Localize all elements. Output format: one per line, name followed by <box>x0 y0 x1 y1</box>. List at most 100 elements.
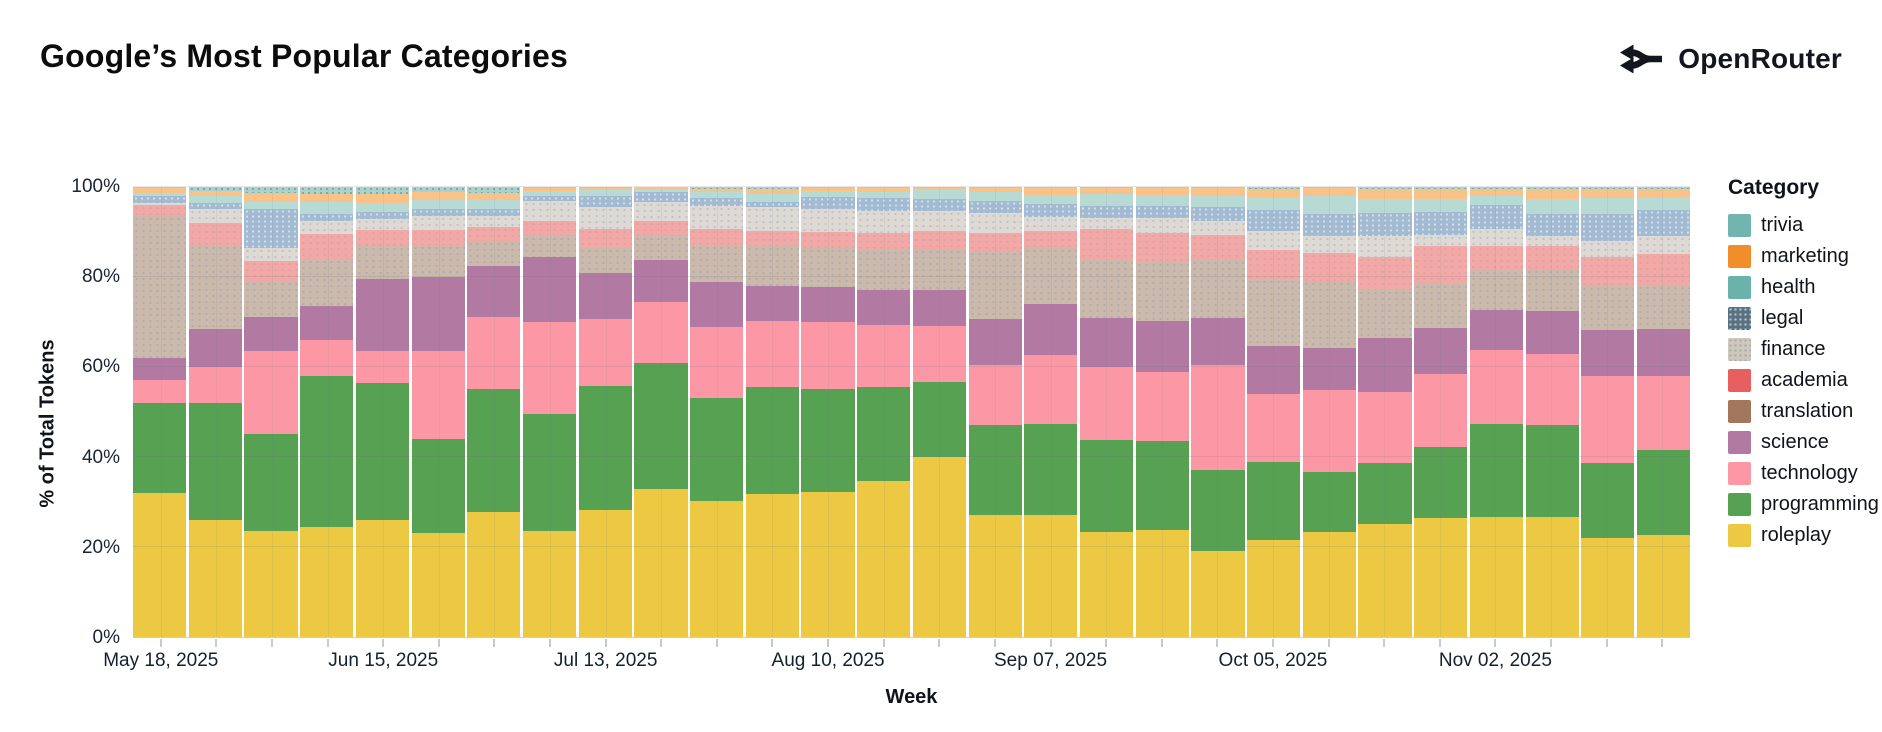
bar-segment-translation[interactable] <box>1414 283 1468 328</box>
bar-segment-legal[interactable] <box>1358 213 1412 237</box>
bar-segment-translation[interactable] <box>634 236 688 260</box>
bar-segment-translation[interactable] <box>1525 269 1579 311</box>
bar-segment-marketing[interactable] <box>522 188 577 192</box>
bar-segment-trivia[interactable] <box>801 187 855 189</box>
bar-week-jul-06-2025[interactable] <box>522 187 577 637</box>
bar-segment-trivia[interactable] <box>1636 187 1691 190</box>
bar-segment-science[interactable] <box>467 265 521 318</box>
bar-segment-legal[interactable] <box>244 209 298 248</box>
bar-segment-technology[interactable] <box>857 324 911 388</box>
bar-segment-programming[interactable] <box>1581 463 1635 538</box>
bar-week-oct-26-2025[interactable] <box>1414 187 1468 637</box>
bar-segment-academia[interactable] <box>188 222 242 246</box>
bar-segment-marketing[interactable] <box>133 188 187 193</box>
bar-segment-legal[interactable] <box>1469 204 1524 230</box>
bar-segment-science[interactable] <box>300 306 354 340</box>
bar-week-sep-21-2025[interactable] <box>1135 187 1189 637</box>
bar-segment-legal[interactable] <box>745 202 799 208</box>
bar-segment-academia[interactable] <box>1414 246 1468 284</box>
bar-segment-roleplay[interactable] <box>188 519 242 637</box>
bar-segment-science[interactable] <box>1636 328 1691 376</box>
bar-segment-health[interactable] <box>634 188 688 192</box>
bar-segment-legal[interactable] <box>467 209 521 217</box>
bar-segment-trivia[interactable] <box>745 187 799 190</box>
bar-segment-technology[interactable] <box>690 326 744 399</box>
bar-segment-trivia[interactable] <box>133 187 187 189</box>
bar-segment-marketing[interactable] <box>467 192 521 201</box>
bar-segment-academia[interactable] <box>522 221 577 237</box>
bar-segment-roleplay[interactable] <box>1247 540 1301 637</box>
bar-segment-legal[interactable] <box>522 195 577 201</box>
bar-segment-programming[interactable] <box>1525 425 1579 518</box>
bar-segment-legal[interactable] <box>1191 207 1245 221</box>
bar-segment-technology[interactable] <box>467 317 521 390</box>
bar-segment-academia[interactable] <box>1024 231 1078 249</box>
bar-segment-programming[interactable] <box>244 434 298 532</box>
bar-segment-academia[interactable] <box>411 229 465 246</box>
bar-segment-technology[interactable] <box>1191 364 1245 471</box>
bar-segment-translation[interactable] <box>857 249 911 291</box>
bar-segment-legal[interactable] <box>411 209 465 217</box>
bar-segment-programming[interactable] <box>578 386 632 510</box>
bar-segment-roleplay[interactable] <box>857 480 911 637</box>
bar-segment-programming[interactable] <box>857 387 911 481</box>
bar-segment-programming[interactable] <box>1079 439 1134 532</box>
bar-segment-academia[interactable] <box>690 229 744 246</box>
bar-segment-finance[interactable] <box>1414 234 1468 247</box>
bar-segment-roleplay[interactable] <box>355 520 410 637</box>
bar-segment-health[interactable] <box>1191 195 1245 208</box>
bar-segment-health[interactable] <box>1302 195 1356 214</box>
bar-segment-technology[interactable] <box>411 351 465 439</box>
bar-segment-health[interactable] <box>1358 198 1412 214</box>
bar-segment-legal[interactable] <box>634 191 688 203</box>
bar-segment-finance[interactable] <box>1525 235 1579 247</box>
bar-segment-legal[interactable] <box>1636 209 1691 236</box>
bar-segment-legal[interactable] <box>968 201 1022 213</box>
bar-segment-marketing[interactable] <box>745 189 799 195</box>
bar-segment-trivia[interactable] <box>1247 187 1301 189</box>
bar-segment-technology[interactable] <box>1079 366 1134 440</box>
bar-segment-programming[interactable] <box>300 375 354 527</box>
bar-segment-marketing[interactable] <box>1302 188 1356 196</box>
bar-segment-finance[interactable] <box>522 200 577 222</box>
bar-segment-health[interactable] <box>912 190 967 199</box>
bar-segment-roleplay[interactable] <box>1525 517 1579 637</box>
bar-segment-programming[interactable] <box>355 382 410 520</box>
bar-segment-technology[interactable] <box>1358 391 1412 464</box>
bar-segment-health[interactable] <box>745 194 799 203</box>
bar-segment-programming[interactable] <box>968 424 1022 515</box>
bar-segment-health[interactable] <box>1636 197 1691 210</box>
bar-segment-academia[interactable] <box>355 229 410 246</box>
bar-segment-roleplay[interactable] <box>578 509 632 637</box>
bar-segment-marketing[interactable] <box>411 192 465 201</box>
bar-segment-roleplay[interactable] <box>522 531 577 637</box>
bar-segment-marketing[interactable] <box>912 187 967 191</box>
bar-segment-science[interactable] <box>1247 345 1301 394</box>
bar-segment-health[interactable] <box>578 190 632 196</box>
bar-segment-marketing[interactable] <box>1358 188 1412 199</box>
bar-segment-finance[interactable] <box>578 207 632 229</box>
bar-segment-legal[interactable] <box>690 198 744 207</box>
bar-segment-finance[interactable] <box>1247 230 1301 250</box>
bar-segment-legal[interactable] <box>857 198 911 211</box>
bar-segment-health[interactable] <box>857 191 911 199</box>
bar-segment-roleplay[interactable] <box>1414 518 1468 637</box>
bar-segment-finance[interactable] <box>1079 217 1134 230</box>
bar-segment-health[interactable] <box>1135 194 1189 207</box>
bar-segment-technology[interactable] <box>1414 373 1468 447</box>
bar-segment-translation[interactable] <box>467 240 521 266</box>
bar-week-may-25-2025[interactable] <box>188 187 242 637</box>
bar-week-nov-23-2025[interactable] <box>1636 187 1691 637</box>
bar-segment-trivia[interactable] <box>1302 187 1356 189</box>
bar-segment-finance[interactable] <box>1636 235 1691 255</box>
bar-segment-legal[interactable] <box>578 195 632 208</box>
bar-segment-trivia[interactable] <box>522 187 577 189</box>
bar-segment-science[interactable] <box>522 256 577 322</box>
bar-segment-programming[interactable] <box>1358 463 1412 524</box>
bar-segment-marketing[interactable] <box>857 188 911 192</box>
bar-segment-roleplay[interactable] <box>1636 535 1691 637</box>
bar-segment-finance[interactable] <box>467 216 521 228</box>
bar-week-aug-10-2025[interactable] <box>801 187 855 637</box>
bar-segment-trivia[interactable] <box>300 187 354 194</box>
bar-segment-translation[interactable] <box>968 250 1022 319</box>
